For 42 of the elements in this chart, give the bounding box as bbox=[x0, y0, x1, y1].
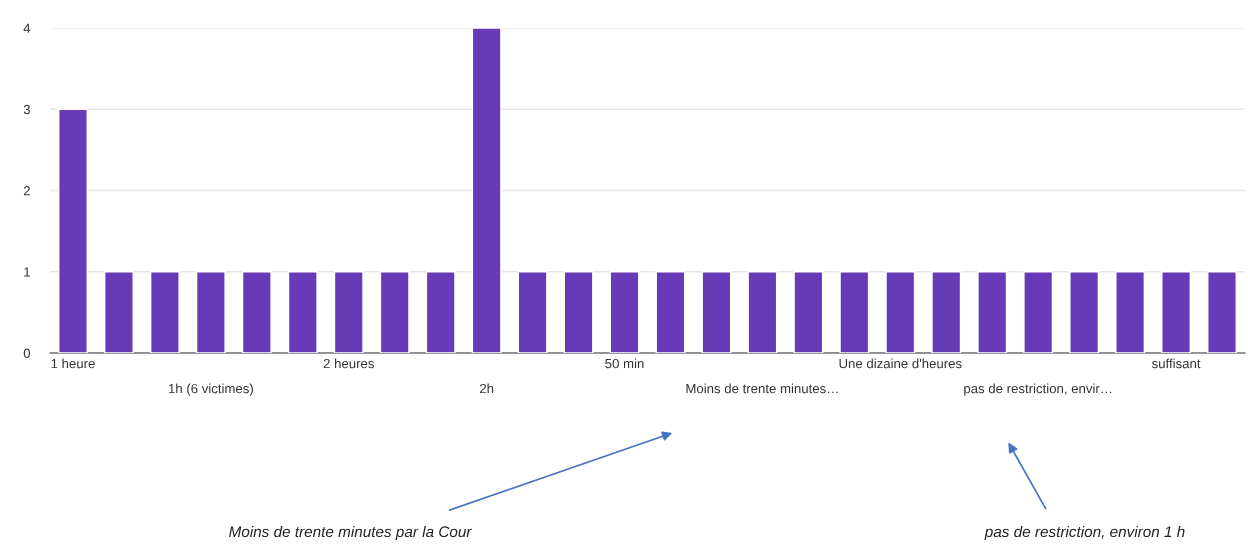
y-tick-label: 3 bbox=[23, 104, 30, 115]
bar bbox=[793, 271, 824, 353]
bar bbox=[287, 271, 318, 353]
bar bbox=[885, 271, 916, 353]
bar bbox=[701, 271, 732, 353]
text: Moins de trente minutes par la Cour bbox=[229, 525, 472, 541]
bar bbox=[333, 271, 364, 353]
y-tick-label: 2 bbox=[23, 186, 30, 196]
bar bbox=[977, 271, 1008, 353]
bar bbox=[747, 271, 778, 353]
x-tick-label: 2 heures bbox=[323, 358, 374, 369]
bar bbox=[58, 108, 88, 353]
bar bbox=[471, 28, 502, 353]
x-tick-label: 50 min bbox=[605, 358, 644, 369]
bar bbox=[195, 271, 226, 353]
bar bbox=[655, 271, 686, 353]
x-tick-label: suffisant bbox=[1151, 358, 1201, 369]
y-tick-label: 4 bbox=[23, 23, 31, 33]
bar bbox=[517, 271, 548, 353]
x-tick-label: pas de restriction, envir… bbox=[964, 383, 1112, 396]
x-tick-label: 1h (6 victimes) bbox=[168, 383, 253, 396]
x-tick-label: Moins de trente minutes… bbox=[686, 383, 838, 394]
bar bbox=[103, 271, 134, 353]
bar bbox=[563, 271, 594, 353]
y-tick-label: 0 bbox=[23, 348, 31, 358]
bar bbox=[241, 271, 272, 353]
bar bbox=[1207, 271, 1237, 353]
text: pas de restriction, environ 1 h bbox=[984, 525, 1185, 541]
bar bbox=[149, 271, 180, 353]
x-tick-label: 1 heure bbox=[51, 358, 95, 369]
bar bbox=[425, 271, 456, 353]
bar bbox=[1115, 271, 1146, 353]
bar bbox=[839, 271, 870, 353]
y-tick-label: 1 bbox=[24, 267, 30, 277]
bar bbox=[1161, 271, 1192, 353]
x-tick-label: Une dizaine d'heures bbox=[839, 358, 962, 369]
bar bbox=[609, 271, 640, 353]
x-tick-label: 2h bbox=[479, 383, 494, 394]
bar bbox=[1069, 271, 1100, 353]
bar bbox=[1023, 271, 1054, 353]
bar bbox=[931, 271, 962, 353]
bar bbox=[379, 271, 410, 353]
